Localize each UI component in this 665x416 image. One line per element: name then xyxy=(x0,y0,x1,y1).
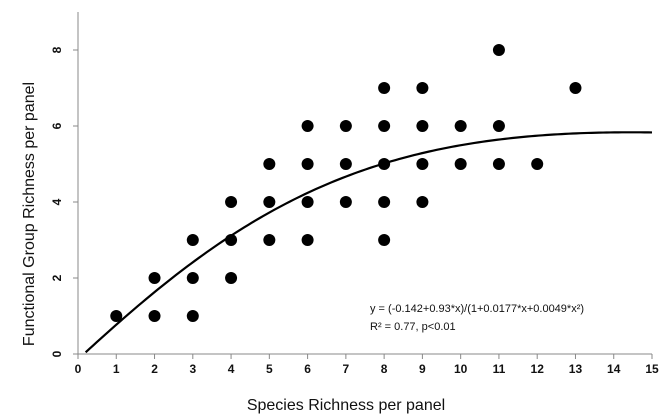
data-point xyxy=(569,82,582,94)
data-point xyxy=(378,82,391,94)
x-tick-label: 4 xyxy=(228,362,235,376)
data-point xyxy=(339,196,352,208)
data-point xyxy=(301,158,314,170)
y-tick-label: 2 xyxy=(50,274,64,281)
y-tick-label: 0 xyxy=(50,350,64,357)
x-tick-label: 3 xyxy=(189,362,196,376)
data-point xyxy=(339,120,352,132)
x-tick-label: 7 xyxy=(343,362,350,376)
data-point xyxy=(454,158,467,170)
x-tick-label: 9 xyxy=(419,362,426,376)
y-tick-label: 4 xyxy=(50,198,64,205)
x-tick-label: 1 xyxy=(113,362,120,376)
x-tick-label: 15 xyxy=(645,362,659,376)
x-axis-title: Species Richness per panel xyxy=(247,397,445,414)
x-tick-label: 14 xyxy=(607,362,621,376)
x-tick-label: 10 xyxy=(454,362,468,376)
x-tick-label: 6 xyxy=(304,362,311,376)
x-tick-label: 8 xyxy=(381,362,388,376)
data-point xyxy=(492,158,505,170)
data-point xyxy=(186,310,199,322)
data-point xyxy=(186,234,199,246)
data-point xyxy=(225,196,238,208)
y-tick-labels: 0 2 4 6 8 xyxy=(50,46,78,357)
x-tick-label: 2 xyxy=(151,362,158,376)
x-tick-label: 5 xyxy=(266,362,273,376)
y-axis-title: Functional Group Richness per panel xyxy=(21,82,38,346)
data-point xyxy=(225,234,238,246)
data-point xyxy=(148,272,161,284)
data-point xyxy=(378,120,391,132)
y-tick-label: 6 xyxy=(50,122,64,129)
data-point xyxy=(263,196,276,208)
data-point xyxy=(416,82,429,94)
data-point xyxy=(378,234,391,246)
stats-annotation: R² = 0.77, p<0.01 xyxy=(370,321,456,333)
data-point xyxy=(301,120,314,132)
data-points xyxy=(110,44,582,322)
equation-annotation: y = (-0.142+0.93*x)/(1+0.0177*x+0.0049*x… xyxy=(370,303,584,315)
x-tick-label: 11 xyxy=(493,362,506,376)
data-point xyxy=(225,272,238,284)
data-point xyxy=(263,234,276,246)
data-point xyxy=(416,196,429,208)
data-point xyxy=(378,158,391,170)
data-point xyxy=(454,120,467,132)
data-point xyxy=(186,272,199,284)
x-tick-label: 12 xyxy=(531,362,545,376)
data-point xyxy=(301,234,314,246)
data-point xyxy=(492,120,505,132)
data-point xyxy=(148,310,161,322)
x-tick-label: 0 xyxy=(75,362,82,376)
x-tick-labels: 0 1 2 3 4 5 6 7 8 9 10 11 12 13 14 15 xyxy=(75,354,659,376)
data-point xyxy=(416,158,429,170)
y-tick-label: 8 xyxy=(50,46,64,53)
axes xyxy=(77,12,652,355)
data-point xyxy=(492,44,505,56)
data-point xyxy=(416,120,429,132)
fit-curve xyxy=(84,131,653,354)
data-point xyxy=(378,196,391,208)
data-point xyxy=(301,196,314,208)
data-point xyxy=(339,158,352,170)
data-point xyxy=(263,158,276,170)
data-point xyxy=(531,158,544,170)
data-point xyxy=(110,310,123,322)
x-tick-label: 13 xyxy=(569,362,583,376)
